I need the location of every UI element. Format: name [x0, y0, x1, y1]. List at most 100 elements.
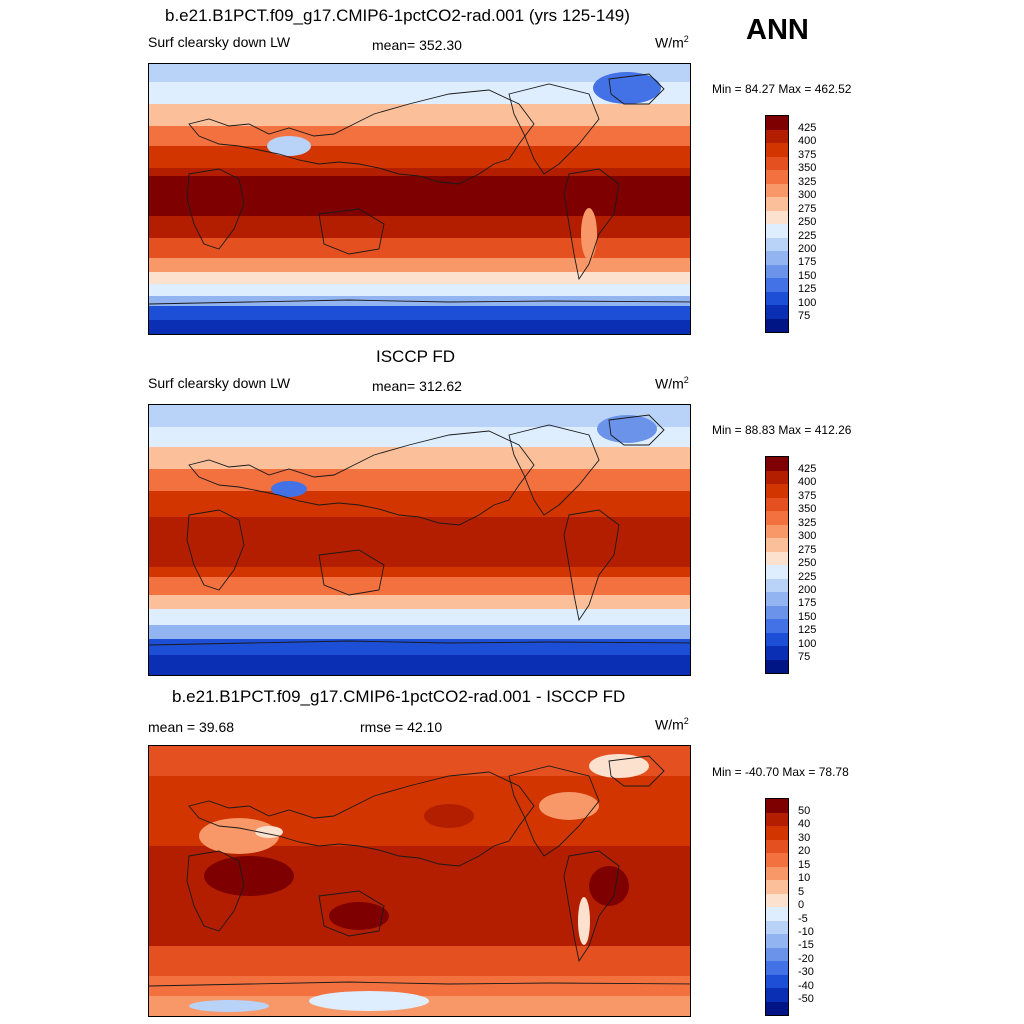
colorbar-tick-label: 125 [798, 283, 817, 296]
panel3-title: b.e21.B1PCT.f09_g17.CMIP6-1pctCO2-rad.00… [172, 687, 626, 706]
colorbar-swatch [766, 961, 788, 975]
colorbar-swatch [766, 853, 788, 867]
colorbar-tick-label: 375 [798, 148, 817, 161]
panel2-units: W/m2 [655, 375, 689, 392]
colorbar-tick-label: 150 [798, 610, 817, 623]
panel3-minmax: Min = -40.70 Max = 78.78 [712, 765, 849, 779]
colorbar-tick-label: 200 [798, 242, 817, 255]
colorbar-tick-label: 400 [798, 135, 817, 148]
colorbar-tick-label: 20 [798, 845, 811, 858]
panel1-mean-label: mean= 352.30 [372, 37, 462, 53]
panel1-variable-label: Surf clearsky down LW [148, 34, 291, 50]
colorbar-swatch [766, 866, 788, 880]
colorbar-swatch [766, 484, 788, 498]
panel3-mean-label: mean = 39.68 [148, 719, 235, 735]
colorbar-tick-label: -50 [798, 993, 814, 1006]
colorbar-tick-label: 30 [798, 831, 811, 844]
panel2-colorbar-labels: 425 400 375 350 325 300 275 250 225 200 175 150 125 1… [798, 463, 816, 665]
colorbar-swatch [766, 278, 788, 292]
colorbar-swatch [766, 197, 788, 211]
colorbar-tick-label: 100 [798, 637, 817, 650]
colorbar-swatch [766, 605, 788, 619]
colorbar-tick-label: 350 [798, 162, 817, 175]
panel1-title: b.e21.B1PCT.f09_g17.CMIP6-1pctCO2-rad.00… [165, 6, 630, 25]
colorbar-tick-label: 275 [798, 202, 817, 215]
colorbar-tick-label: 10 [798, 872, 811, 885]
colorbar-tick-label: 375 [798, 489, 817, 502]
panel2-mean-label: mean= 312.62 [372, 378, 462, 394]
colorbar-swatch [766, 799, 788, 813]
colorbar-swatch [766, 632, 788, 646]
panel3-colorbar-labels: 50 40 30 20 15 10 5 0 -5 -10 -15 -20 -30 -40 -50 [798, 805, 814, 1007]
colorbar-swatch [766, 619, 788, 633]
colorbar-tick-label: -10 [798, 925, 814, 938]
colorbar-swatch [766, 251, 788, 265]
colorbar-swatch [766, 264, 788, 278]
colorbar-tick-label: 100 [798, 296, 817, 309]
panel1-minmax: Min = 84.27 Max = 462.52 [712, 82, 852, 96]
colorbar-swatch [766, 988, 788, 1002]
colorbar-swatch [766, 974, 788, 988]
colorbar-tick-label: 5 [798, 885, 805, 898]
colorbar-tick-label: 50 [798, 805, 811, 817]
colorbar-tick-label: 40 [798, 818, 811, 831]
colorbar-swatch [766, 826, 788, 840]
colorbar-swatch [766, 565, 788, 579]
colorbar-swatch [766, 183, 788, 197]
panel2-title: ISCCP FD [376, 347, 456, 366]
panel2-map [148, 404, 691, 676]
colorbar-tick-label: 300 [798, 530, 817, 543]
colorbar-swatch [766, 305, 788, 319]
colorbar-swatch [766, 880, 788, 894]
colorbar-tick-label: 200 [798, 583, 817, 596]
colorbar-swatch [766, 551, 788, 565]
panel2-minmax: Min = 88.83 Max = 412.26 [712, 423, 852, 437]
colorbar-tick-label: 0 [798, 899, 805, 912]
panel3-rmse-label: rmse = 42.10 [360, 719, 443, 735]
colorbar-swatch [766, 470, 788, 484]
colorbar-swatch [766, 1001, 788, 1015]
colorbar-swatch [766, 947, 788, 961]
colorbar-tick-label: 300 [798, 189, 817, 202]
colorbar-swatch [766, 457, 788, 471]
panel2-colorbar [765, 456, 789, 674]
colorbar-tick-label: 175 [798, 597, 817, 610]
panel3-colorbar [765, 798, 789, 1016]
panel2-variable-label: Surf clearsky down LW [148, 375, 291, 391]
colorbar-swatch [766, 538, 788, 552]
colorbar-swatch [766, 893, 788, 907]
colorbar-swatch [766, 156, 788, 170]
colorbar-tick-label: 150 [798, 269, 817, 282]
colorbar-swatch [766, 291, 788, 305]
panel1-map [148, 63, 691, 335]
colorbar-tick-label: 175 [798, 256, 817, 269]
colorbar-tick-label: 425 [798, 463, 817, 475]
colorbar-tick-label: 75 [798, 310, 811, 323]
colorbar-tick-label: -15 [798, 939, 814, 952]
colorbar-swatch [766, 116, 788, 130]
colorbar-swatch [766, 143, 788, 157]
colorbar-swatch [766, 578, 788, 592]
panel3-map [148, 745, 691, 1017]
colorbar-swatch [766, 920, 788, 934]
colorbar-swatch [766, 497, 788, 511]
colorbar-swatch [766, 646, 788, 660]
colorbar-tick-label: -20 [798, 952, 814, 965]
colorbar-swatch [766, 812, 788, 826]
colorbar-swatch [766, 907, 788, 921]
colorbar-tick-label: 225 [798, 570, 817, 583]
colorbar-tick-label: 325 [798, 516, 817, 529]
colorbar-swatch [766, 129, 788, 143]
colorbar-tick-label: 75 [798, 651, 811, 664]
colorbar-tick-label: 250 [798, 557, 817, 570]
panel1-colorbar [765, 115, 789, 333]
colorbar-swatch [766, 934, 788, 948]
panel1-units: W/m2 [655, 34, 689, 51]
colorbar-tick-label: 250 [798, 216, 817, 229]
colorbar-swatch [766, 511, 788, 525]
colorbar-tick-label: 15 [798, 858, 811, 871]
colorbar-swatch [766, 224, 788, 238]
colorbar-tick-label: 325 [798, 175, 817, 188]
colorbar-swatch [766, 592, 788, 606]
season-label: ANN [746, 14, 809, 46]
